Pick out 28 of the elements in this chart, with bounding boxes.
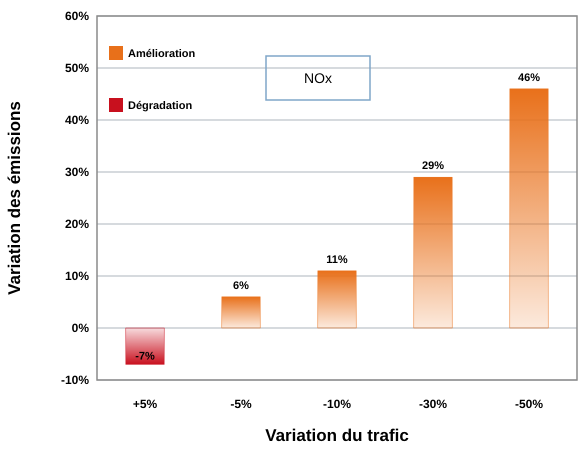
bar: [414, 176, 452, 328]
y-axis-title: Variation des émissions: [5, 101, 24, 295]
y-tick-label: 50%: [64, 61, 90, 76]
text: NOx: [304, 70, 332, 86]
x-tick-label: +5%: [132, 397, 158, 411]
x-tick-label: -10%: [322, 397, 352, 411]
y-tick-label: 60%: [64, 9, 90, 24]
y-tick-label: -10%: [60, 373, 90, 388]
data-label: 6%: [233, 280, 250, 292]
y-tick-label: 10%: [64, 269, 90, 284]
bar: [222, 296, 260, 328]
legend-label: Dégradation: [128, 100, 192, 112]
data-label: 11%: [326, 254, 348, 266]
bar: [126, 328, 164, 365]
data-label: 29%: [422, 160, 444, 172]
bar: [318, 270, 356, 328]
data-label: -7%: [135, 350, 155, 362]
bar: [510, 88, 548, 328]
x-tick-label: -50%: [514, 397, 544, 411]
data-label: 46%: [518, 72, 540, 84]
y-tick-label: 0%: [72, 321, 90, 336]
x-axis-title: Variation du trafic: [265, 426, 409, 445]
x-tick-label: -5%: [230, 397, 252, 411]
y-tick-label: 30%: [64, 165, 90, 180]
y-tick-label: 40%: [64, 113, 90, 128]
x-tick-label: -30%: [418, 397, 448, 411]
legend-label: Amélioration: [128, 48, 196, 60]
y-tick-label: 20%: [64, 217, 90, 232]
